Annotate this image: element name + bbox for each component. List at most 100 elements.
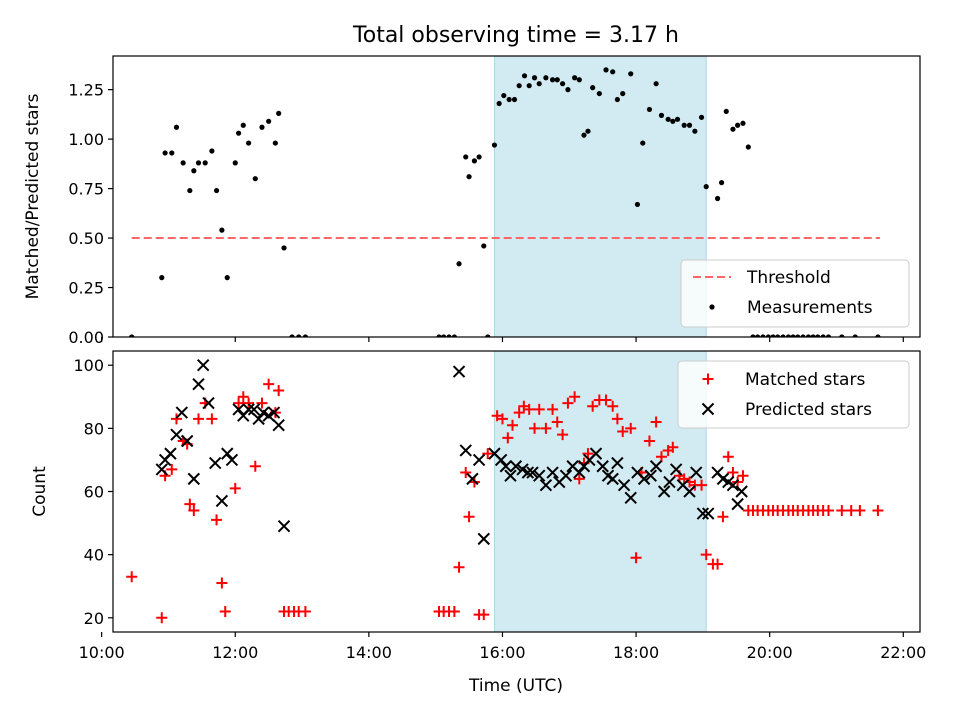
matched-stars-point (496, 413, 508, 425)
measurements-point (820, 334, 826, 337)
matched-stars-point (184, 498, 196, 510)
measurements-point (628, 71, 634, 77)
y-tick-label: 0.25 (68, 279, 104, 298)
measurements-point (839, 334, 845, 337)
y-tick-label: 20 (84, 609, 104, 628)
matched-stars-point (506, 419, 518, 431)
measurements-point (466, 174, 472, 180)
measurements-point (658, 112, 665, 118)
predicted-stars-point (596, 460, 609, 473)
matched-stars-point (529, 422, 541, 434)
matched-stars-point (523, 403, 535, 415)
predicted-stars-point (164, 447, 177, 460)
measurements-point (815, 334, 821, 337)
measurements-point (674, 116, 681, 122)
matched-stars-point (836, 504, 848, 516)
predicted-stars-point (573, 466, 586, 479)
matched-stars-point (273, 384, 285, 396)
matched-stars-point (854, 504, 866, 516)
measurements-point (735, 122, 741, 128)
observing-window-shade (493, 350, 707, 633)
x-tick-label: 12:00 (212, 643, 258, 662)
matched-stars-point (643, 435, 655, 447)
chart-title: Total observing time = 3.17 h (352, 23, 679, 48)
y-tick-label: 0.75 (68, 180, 104, 199)
legend-matched-swatch (702, 373, 714, 385)
predicted-stars-point (617, 478, 631, 492)
matched-stars-point (573, 473, 585, 485)
measurements-point (471, 158, 478, 164)
measurements-point (173, 124, 180, 130)
measurements-point (698, 114, 705, 120)
legend-measurements-label: Measurements (747, 298, 873, 318)
measurements-point (714, 195, 721, 202)
measurements-point (554, 77, 560, 83)
measurements-point (501, 92, 507, 99)
legend-box (680, 259, 910, 328)
predicted-stars-point (649, 460, 663, 473)
matched-stars-point (448, 605, 460, 617)
matched-stars-point (502, 432, 514, 444)
y-axis-label: Matched/Predicted stars (23, 93, 43, 299)
x-tick-label: 18:00 (613, 643, 659, 662)
legend-threshold-label: Threshold (746, 268, 831, 288)
matched-stars-point (513, 407, 525, 419)
measurements-point (496, 100, 502, 107)
matched-stars-point (256, 397, 268, 409)
measurements-point (795, 334, 801, 337)
predicted-stars-point (499, 460, 513, 473)
matched-stars-point (547, 403, 559, 415)
predicted-stars-point (242, 403, 255, 416)
measurements-point (640, 140, 646, 146)
predicted-stars-point (731, 497, 744, 511)
measurements-point (590, 85, 596, 91)
measurements-point (463, 154, 469, 160)
measurements-point (581, 132, 587, 138)
y-tick-label: 80 (84, 419, 104, 438)
predicted-stars-point (683, 485, 696, 498)
measurements-point (610, 69, 616, 75)
matched-stars-point (460, 467, 472, 479)
measurements-point (169, 150, 175, 156)
y-tick-label: 0.50 (68, 229, 104, 248)
predicted-stars-point (589, 447, 603, 460)
matched-stars-point (700, 549, 712, 561)
measurements-point (810, 334, 816, 337)
measurements-point (770, 334, 776, 337)
measurements-point (281, 245, 287, 251)
predicted-stars-point (466, 472, 479, 486)
measurements-point (740, 120, 746, 126)
matched-stars-point (822, 504, 834, 516)
measurements-point (232, 160, 238, 166)
measurements-point (491, 142, 498, 148)
predicted-stars-point (689, 466, 703, 479)
measurements-point (576, 77, 582, 83)
matched-stars-point (600, 394, 612, 406)
measurements-point (549, 77, 556, 83)
predicted-stars-point (663, 475, 676, 489)
matched-stars-point (453, 561, 465, 573)
predicted-stars-point (192, 377, 205, 391)
measurements-point (451, 334, 457, 337)
measurements-point (526, 83, 532, 89)
matched-stars-point (712, 558, 724, 570)
measurements-point (745, 144, 751, 150)
measurements-point (852, 334, 858, 337)
matched-stars-point (237, 391, 249, 403)
matched-stars-point (630, 552, 642, 564)
predicted-stars-point (494, 453, 508, 467)
matched-stars-point (478, 609, 490, 621)
matched-stars-point (188, 504, 200, 516)
measurements-point (805, 334, 812, 337)
measurements-point (718, 180, 725, 186)
measurements-point (596, 90, 602, 97)
measurements-point (686, 122, 693, 128)
observing-window-shade (493, 55, 707, 338)
matched-stars-point (156, 612, 168, 624)
predicted-stars-point (533, 469, 546, 482)
predicted-stars-point (209, 456, 222, 470)
measurements-point (620, 90, 626, 97)
predicted-stars-point (187, 472, 201, 486)
